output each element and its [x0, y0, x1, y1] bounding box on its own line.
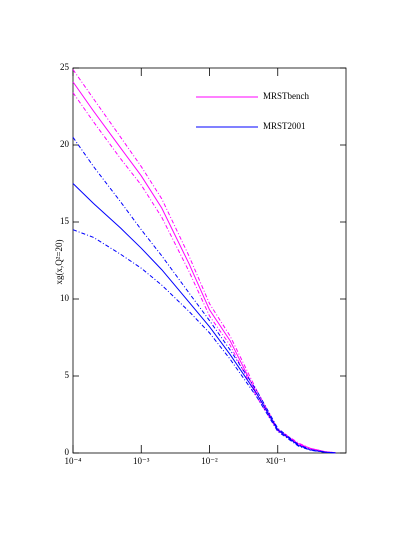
legend-label: MRSTbench	[263, 91, 309, 101]
x-tick-label: 10⁻³	[133, 456, 150, 466]
series-line	[72, 183, 336, 454]
y-tick-label: 0	[65, 447, 70, 457]
y-axis-label: xg(x,Q²=20)	[54, 239, 64, 284]
y-tick-label: 10	[60, 293, 70, 303]
y-tick-label: 5	[65, 370, 70, 380]
series-line	[72, 81, 336, 454]
x-axis-label: x	[266, 455, 271, 465]
y-tick-label: 15	[60, 216, 70, 226]
legend-label: MRST2001	[263, 121, 306, 131]
series-line	[72, 69, 336, 454]
y-tick-label: 20	[60, 139, 70, 149]
y-tick-label: 25	[60, 62, 70, 72]
x-tick-label: 10⁻⁴	[65, 456, 82, 466]
series-line	[72, 137, 336, 454]
x-tick-label: 10⁻¹	[270, 456, 287, 466]
series-line	[72, 229, 336, 454]
series-line	[72, 92, 336, 454]
x-tick-label: 10⁻²	[201, 456, 218, 466]
